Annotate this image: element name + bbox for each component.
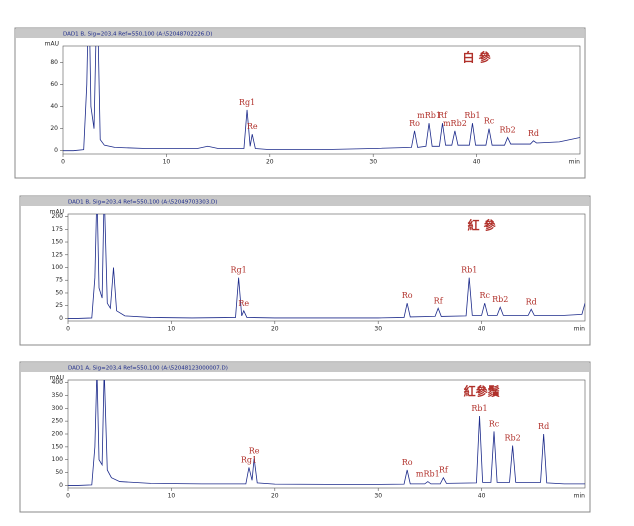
peak-label: mRb2 (443, 119, 467, 128)
x-tick-label: 40 (478, 326, 486, 333)
y-tick-label: 20 (50, 125, 58, 132)
peak-label: Rc (489, 419, 500, 428)
y-tick-label: 0 (59, 482, 63, 489)
y-tick-label: 50 (55, 289, 63, 296)
x-axis-label: min (574, 493, 586, 500)
y-tick-label: 80 (50, 59, 58, 66)
y-tick-label: 40 (50, 103, 58, 110)
peak-label: Rb1 (471, 404, 487, 413)
y-tick-label: 75 (55, 277, 63, 284)
peak-label: Rf (438, 111, 448, 120)
y-tick-label: 50 (55, 469, 63, 476)
y-tick-label: 0 (54, 147, 58, 154)
y-tick-label: 150 (52, 239, 64, 246)
peak-label: Rb1 (464, 111, 480, 120)
panel-frame (19, 361, 591, 513)
y-tick-label: 300 (52, 405, 64, 412)
y-tick-label: 150 (52, 443, 64, 450)
x-tick-label: 10 (168, 326, 176, 333)
sample-name: 紅參鬚 (464, 384, 500, 399)
y-tick-label: 100 (52, 456, 64, 463)
peak-label: Ro (402, 458, 413, 467)
trace (68, 214, 585, 319)
y-axis-label: mAU (45, 41, 59, 48)
x-axis-label: min (574, 326, 586, 333)
y-tick-label: 200 (52, 431, 64, 438)
peak-label: mRb1 (417, 111, 441, 120)
panel-header (16, 29, 584, 38)
panel-header (21, 197, 589, 206)
peak-label: Rf (439, 466, 449, 475)
peak-label: Rf (434, 296, 444, 305)
y-tick-label: 25 (55, 302, 63, 309)
peak-label: Ro (409, 119, 420, 128)
x-axis-label: min (569, 159, 581, 166)
x-tick-label: 0 (66, 493, 70, 500)
y-tick-label: 100 (52, 264, 64, 271)
y-tick-label: 175 (52, 226, 64, 233)
y-axis-label: mAU (50, 209, 64, 216)
y-tick-label: 400 (52, 379, 64, 386)
peak-label: Rb1 (461, 266, 477, 275)
x-tick-label: 20 (271, 493, 279, 500)
sample-name: 白 參 (463, 50, 492, 65)
plot-area (62, 45, 581, 155)
y-tick-label: 125 (52, 251, 64, 258)
y-tick-label: 0 (59, 315, 63, 322)
peak-label: Rg1 (230, 266, 246, 275)
panel-frame (14, 27, 586, 179)
panel-frame (19, 195, 591, 346)
x-tick-label: 40 (478, 493, 486, 500)
panel-header-text: DAD1 B, Sig=203,4 Ref=550,100 (A:\520497… (68, 200, 217, 206)
panel-header-text: DAD1 A, Sig=203,4 Ref=550,100 (A:\520481… (68, 366, 228, 372)
y-tick-label: 250 (52, 418, 64, 425)
x-tick-label: 30 (374, 326, 382, 333)
peak-label: Rg1 (241, 455, 257, 464)
x-tick-label: 0 (66, 326, 70, 333)
panel-header (21, 363, 589, 372)
x-tick-label: 20 (271, 326, 279, 333)
x-tick-label: 30 (369, 159, 377, 166)
peak-label: Rb2 (492, 295, 508, 304)
x-tick-label: 10 (168, 493, 176, 500)
peak-label: Re (238, 299, 249, 308)
peak-label: Ro (402, 291, 413, 300)
peak-label: Rd (538, 422, 549, 431)
y-tick-label: 60 (50, 81, 58, 88)
x-tick-label: 20 (266, 159, 274, 166)
x-tick-label: 0 (61, 159, 65, 166)
x-tick-label: 40 (473, 159, 481, 166)
peak-label: mRb1 (416, 470, 440, 479)
x-tick-label: 10 (163, 159, 171, 166)
panel-header-text: DAD1 B, Sig=203,4 Ref=550,100 (A:\520487… (63, 32, 212, 38)
peak-label: Rd (528, 129, 539, 138)
peak-label: Rg1 (239, 98, 255, 107)
y-tick-label: 200 (52, 213, 64, 220)
sample-name: 紅 參 (468, 218, 497, 233)
peak-label: Rb2 (500, 125, 516, 134)
y-axis-label: mAU (50, 375, 64, 382)
peak-label: Rb2 (505, 434, 521, 443)
peak-label: Rc (479, 291, 490, 300)
peak-label: Rd (526, 297, 537, 306)
trace (68, 380, 585, 486)
x-tick-label: 30 (374, 493, 382, 500)
y-tick-label: 350 (52, 392, 64, 399)
peak-label: Re (249, 446, 260, 455)
trace (63, 46, 580, 152)
peak-label: Re (247, 122, 258, 131)
peak-label: Rc (484, 117, 495, 126)
